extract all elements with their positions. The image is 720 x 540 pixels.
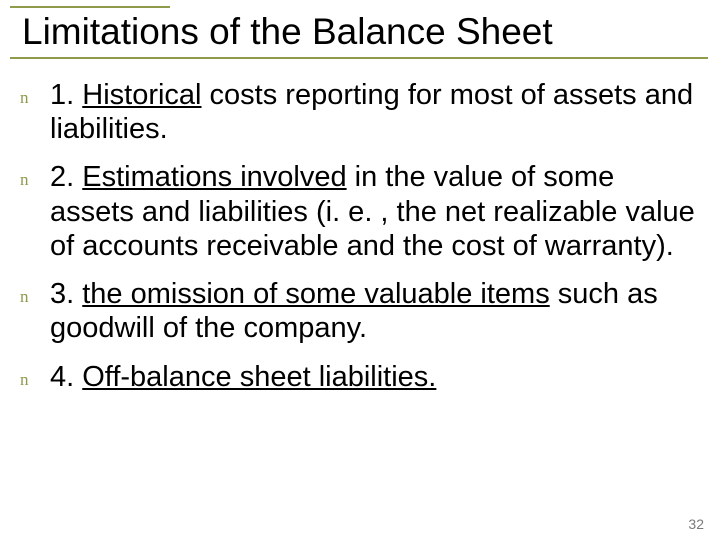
item-prefix: 3. (50, 278, 82, 310)
body: n 1. Historical costs reporting for most… (20, 78, 696, 408)
bullet-icon: n (20, 78, 50, 108)
list-item: n 1. Historical costs reporting for most… (20, 78, 696, 146)
item-prefix: 1. (50, 79, 82, 111)
item-prefix: 2. (50, 161, 82, 193)
bullet-icon: n (20, 360, 50, 390)
title-block: Limitations of the Balance Sheet (10, 6, 708, 59)
item-text: 1. Historical costs reporting for most o… (50, 78, 696, 146)
item-text: 4. Off-balance sheet liabilities. (50, 360, 436, 394)
bullet-icon: n (20, 277, 50, 307)
page-number: 32 (688, 516, 704, 532)
bullet-icon: n (20, 160, 50, 190)
item-underlined: Off-balance sheet liabilities. (82, 361, 436, 393)
list-item: n 3. the omission of some valuable items… (20, 277, 696, 345)
item-prefix: 4. (50, 361, 82, 393)
item-text: 3. the omission of some valuable items s… (50, 277, 696, 345)
item-underlined: Estimations involved (82, 161, 346, 193)
item-underlined: Historical (82, 79, 201, 111)
item-underlined: the omission of some valuable items (82, 278, 549, 310)
list-item: n 2. Estimations involved in the value o… (20, 160, 696, 263)
item-text: 2. Estimations involved in the value of … (50, 160, 696, 263)
slide: Limitations of the Balance Sheet n 1. Hi… (0, 0, 720, 540)
title-rule-bottom (10, 57, 708, 59)
slide-title: Limitations of the Balance Sheet (10, 8, 708, 57)
list-item: n 4. Off-balance sheet liabilities. (20, 360, 696, 394)
